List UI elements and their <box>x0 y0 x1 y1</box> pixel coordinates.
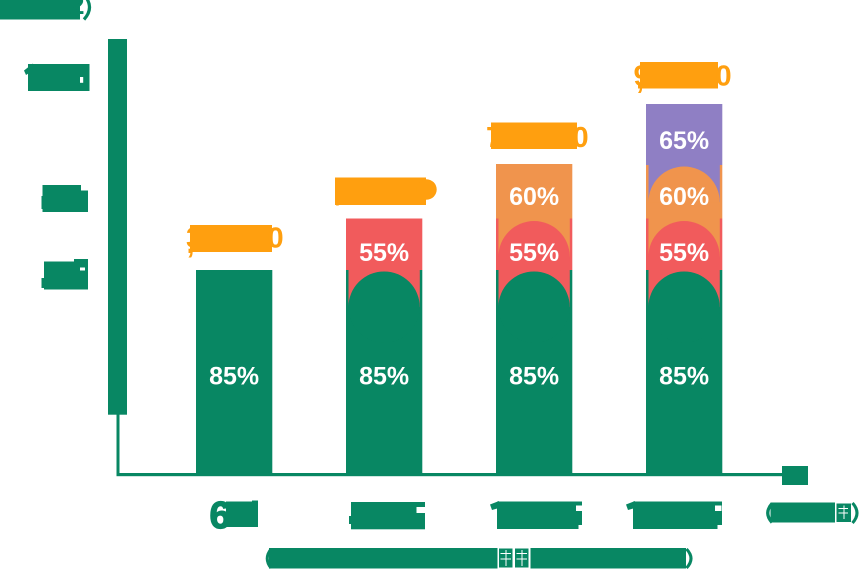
svg-text:60%: 60% <box>659 183 709 211</box>
svg-text:85%: 85% <box>209 363 259 391</box>
svg-text:60%: 60% <box>509 183 559 211</box>
svg-text:6: 6 <box>210 495 231 537</box>
svg-text:55%: 55% <box>359 239 409 267</box>
svg-text:55%: 55% <box>509 239 559 267</box>
svg-text:85%: 85% <box>509 363 559 391</box>
svg-text:85%: 85% <box>659 363 709 391</box>
svg-text:0: 0 <box>268 223 284 255</box>
svg-text:55%: 55% <box>659 239 709 267</box>
svg-text:0: 0 <box>573 122 589 154</box>
svg-text:85%: 85% <box>359 363 409 391</box>
svg-text:65%: 65% <box>659 127 709 155</box>
svg-text:0: 0 <box>716 61 732 93</box>
svg-text:2: 2 <box>70 0 84 20</box>
